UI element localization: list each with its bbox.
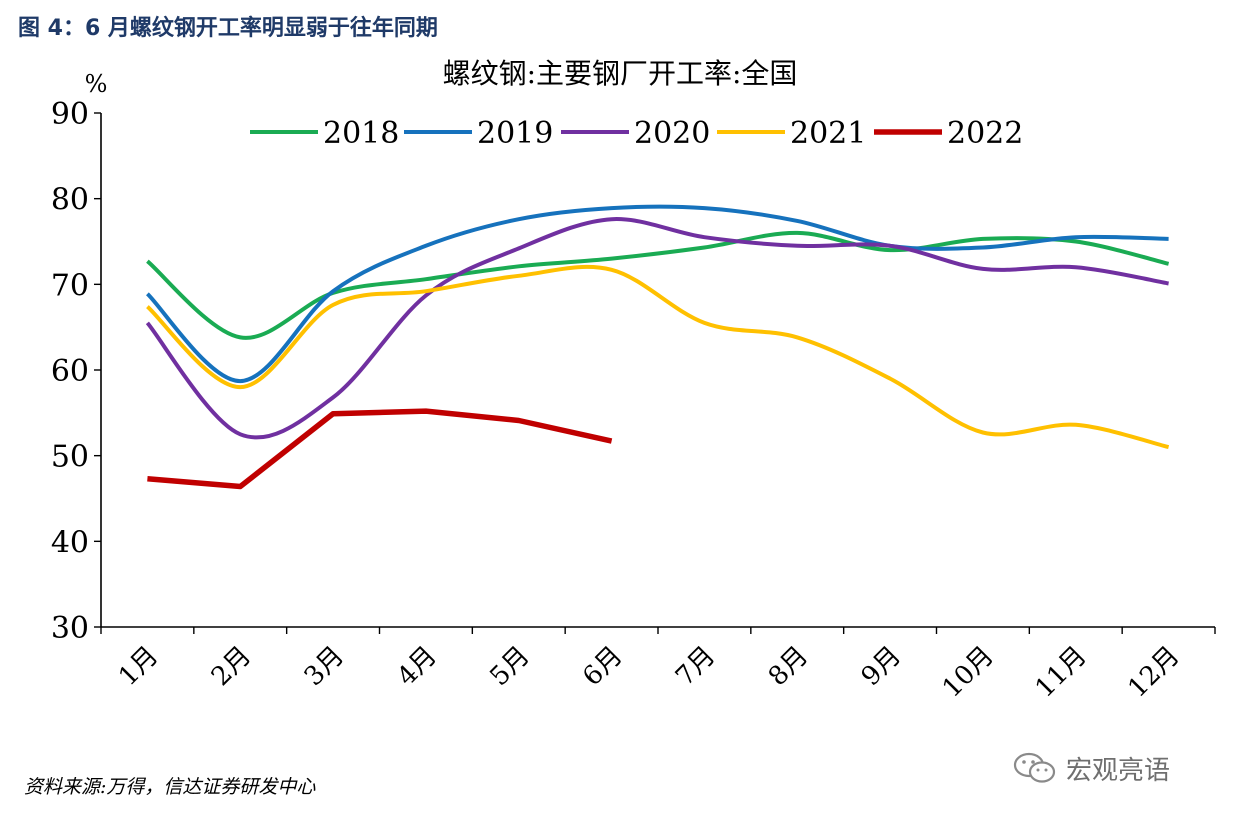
series-line-2020 [145, 217, 1169, 440]
x-tick-label: 2月 [206, 641, 257, 692]
y-tick-label: 40 [51, 525, 89, 560]
watermark: 宏观亮语 [1012, 748, 1170, 788]
series-lines [145, 204, 1170, 490]
x-tick-label: 7月 [670, 641, 721, 692]
legend-label-2020: 2020 [634, 116, 710, 151]
x-tick-label: 10月 [937, 641, 1000, 704]
source-note: 资料来源:万得，信达证券研发中心 [24, 776, 316, 798]
x-tick-label: 6月 [577, 641, 628, 692]
legend: 2018 2019 2020 2021 2022 [250, 116, 1023, 151]
axes: 30 40 50 60 70 80 90 1月 2月 3月 4月 5月 6月 7月 8月 9月 10月 11月 12… [51, 97, 1216, 704]
y-tick-label: 90 [51, 97, 89, 132]
x-tick-label: 11月 [1030, 641, 1093, 704]
series-line-2019 [145, 204, 1169, 384]
x-tick-label: 3月 [299, 641, 350, 692]
y-tick-label: 70 [51, 268, 89, 303]
legend-label-2021: 2021 [790, 116, 866, 151]
y-unit-label: % [85, 70, 108, 98]
x-tick-label: 8月 [763, 641, 814, 692]
chart-title: 螺纹钢:主要钢厂开工率:全国 [443, 57, 798, 90]
legend-label-2018: 2018 [323, 116, 399, 151]
wechat-icon [1013, 752, 1056, 783]
series-line-2021 [146, 264, 1170, 450]
series-line-2022 [147, 408, 613, 490]
figure-heading: 图 4：6 月螺纹钢开工率明显弱于往年同期 [18, 16, 438, 41]
legend-label-2019: 2019 [477, 116, 553, 151]
watermark-text: 宏观亮语 [1066, 755, 1171, 786]
x-tick-label: 12月 [1123, 641, 1186, 704]
legend-label-2022: 2022 [947, 116, 1023, 151]
x-tick-label: 1月 [113, 641, 164, 692]
y-tick-label: 30 [51, 611, 89, 646]
x-tick-label: 9月 [856, 641, 907, 692]
x-tick-label: 4月 [392, 641, 443, 692]
x-tick-label: 5月 [484, 641, 535, 692]
y-tick-label: 50 [51, 440, 89, 475]
series-line-2018 [146, 230, 1170, 340]
y-tick-label: 80 [51, 183, 89, 218]
y-tick-label: 60 [51, 354, 89, 389]
